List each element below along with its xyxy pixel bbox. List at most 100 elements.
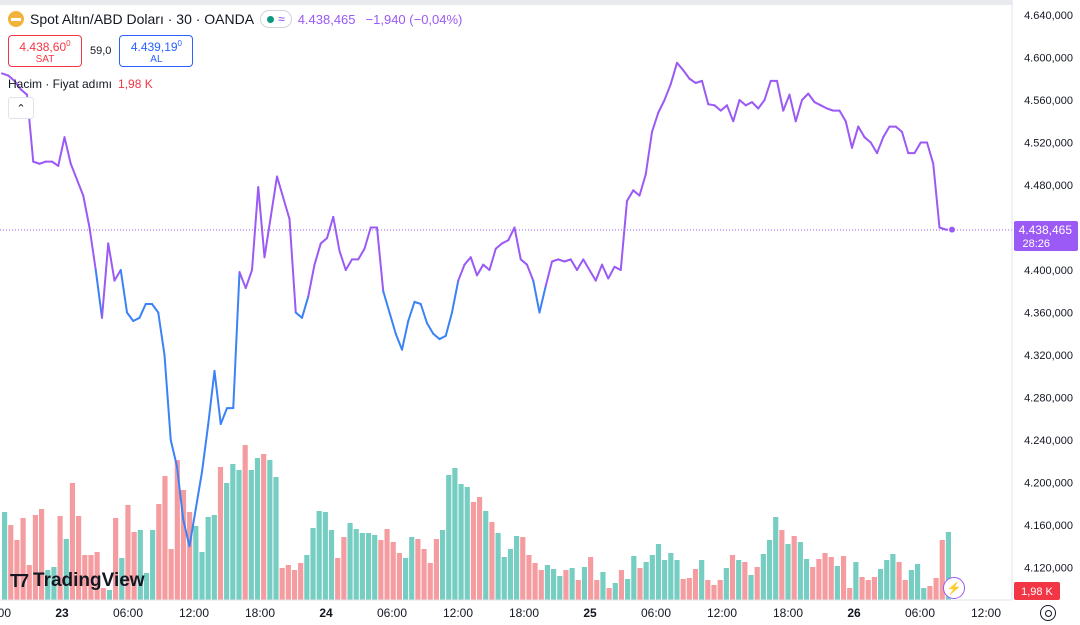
symbol-title[interactable]: Spot Altın/ABD Doları · 30 · OANDA <box>30 11 255 27</box>
price-segment <box>501 239 510 245</box>
volume-bar <box>119 558 125 600</box>
volume-bar <box>211 515 217 600</box>
price-segment <box>13 79 22 91</box>
volume-bar <box>279 568 285 600</box>
price-segment <box>88 226 97 271</box>
lightning-icon[interactable]: ⚡ <box>943 577 965 599</box>
time-tick-label: 06:00 <box>905 606 935 620</box>
volume-bar <box>908 570 914 600</box>
tradingview-logo[interactable]: T7 TradingView <box>10 570 145 592</box>
volume-bar <box>446 475 452 600</box>
price-segment <box>388 311 397 335</box>
price-line <box>1 61 953 548</box>
price-tick-label: 4.160,000 <box>1024 520 1073 532</box>
price-change: −1,940 (−0,04%) <box>365 11 463 27</box>
volume-bar <box>402 558 409 600</box>
time-tick-label: 18:00 <box>509 606 539 620</box>
volume-legend-value: 1,98 K <box>118 77 153 91</box>
gold-icon: ▬ <box>8 11 24 27</box>
volume-bar <box>2 512 8 600</box>
price-segment <box>538 284 547 314</box>
volume-bar <box>631 556 637 600</box>
volume-bar <box>8 525 14 600</box>
price-segment <box>1 72 10 77</box>
price-segment <box>626 189 635 202</box>
price-segment <box>738 99 747 107</box>
price-segment <box>307 263 316 298</box>
price-segment <box>444 311 453 337</box>
collapse-legend-button[interactable]: ⌃ <box>8 97 34 119</box>
buy-button[interactable]: 4.439,190 AL <box>119 35 194 67</box>
price-segment <box>176 465 185 521</box>
price-segment <box>282 196 291 220</box>
volume-bar <box>514 536 520 600</box>
volume-bar <box>754 567 760 600</box>
volume-bar <box>51 567 57 600</box>
volume-bar <box>470 502 476 600</box>
volume-bar <box>600 572 606 600</box>
price-segment <box>901 130 910 155</box>
volume-bar <box>452 468 458 600</box>
volume-bar <box>137 530 143 600</box>
volume-bar <box>347 523 353 600</box>
price-segment <box>301 295 310 319</box>
volume-bar <box>421 549 427 600</box>
settings-icon[interactable] <box>1040 605 1056 621</box>
price-segment <box>732 99 741 123</box>
price-segment <box>601 263 610 280</box>
volume-bar <box>489 522 495 600</box>
volume-bar <box>310 528 316 600</box>
volume-bar <box>538 570 544 600</box>
volume-bar <box>162 476 168 600</box>
quote-row: 4.438,600 SAT 59,0 4.439,190 AL <box>8 35 194 67</box>
price-segment <box>251 186 260 271</box>
sell-button[interactable]: 4.438,600 SAT <box>8 35 82 67</box>
price-segment <box>569 258 578 271</box>
volume-bar <box>378 540 384 600</box>
volume-bar <box>409 537 415 600</box>
price-segment <box>807 92 816 104</box>
volume-bar <box>156 504 162 600</box>
volume-bar <box>729 555 736 600</box>
price-segment <box>788 93 797 123</box>
volume-bar <box>14 540 20 600</box>
price-segment <box>894 125 903 133</box>
price-segment <box>288 218 297 314</box>
sell-price: 4.438,60 <box>19 40 67 54</box>
price-segment <box>719 104 728 112</box>
price-segment <box>69 162 78 181</box>
price-segment <box>857 125 866 139</box>
volume-bar <box>840 556 847 600</box>
volume-bar <box>359 533 365 600</box>
price-segment <box>113 269 122 282</box>
time-tick-label: 25 <box>583 606 597 620</box>
market-status[interactable]: ≈ <box>260 10 292 28</box>
volume-bar <box>544 565 551 600</box>
price-segment <box>244 269 253 290</box>
price-segment <box>313 242 322 266</box>
volume-bar <box>791 536 797 600</box>
price-tick-label: 4.520,000 <box>1024 138 1073 150</box>
price-axis[interactable] <box>1012 0 1080 600</box>
time-axis[interactable] <box>0 600 1080 625</box>
volume-bar <box>834 566 840 600</box>
symbol-legend[interactable]: ▬ Spot Altın/ABD Doları · 30 · OANDA ≈ 4… <box>8 10 462 28</box>
price-segment <box>607 265 616 280</box>
volume-bar <box>588 557 594 600</box>
volume-bar <box>285 565 291 600</box>
price-segment <box>326 215 335 240</box>
price-segment <box>676 61 685 72</box>
price-segment <box>344 258 353 271</box>
price-segment <box>763 79 772 101</box>
volume-bar <box>193 526 199 600</box>
volume-bar <box>865 580 871 600</box>
price-segment <box>482 263 491 271</box>
volume-bar <box>612 583 618 600</box>
price-segment <box>838 109 847 123</box>
price-segment <box>819 104 828 110</box>
price-segment <box>276 175 285 199</box>
tradingview-wordmark: TradingView <box>33 570 145 591</box>
volume-legend[interactable]: Hacim · Fiyat adımı 1,98 K <box>8 77 153 91</box>
price-segment <box>138 303 147 319</box>
